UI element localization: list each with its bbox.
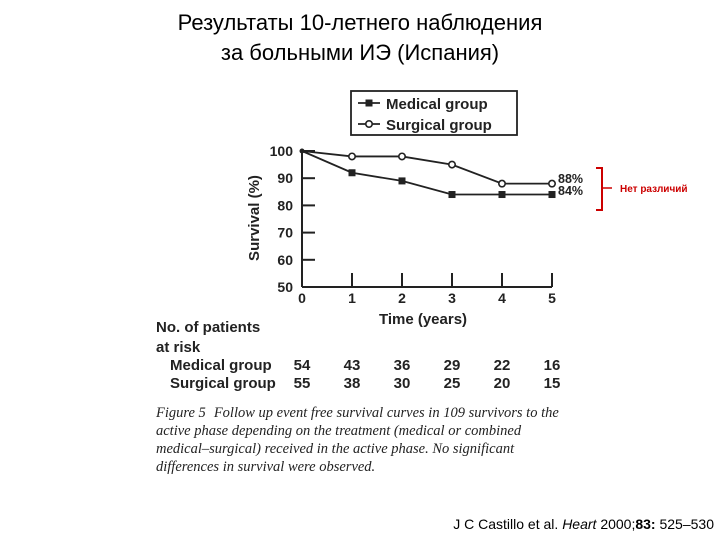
- start-point-marker: [299, 148, 305, 154]
- data-point-marker: [498, 191, 506, 199]
- risk-count: 30: [393, 375, 411, 392]
- data-point-marker: [447, 160, 456, 169]
- figure-number: Figure 5: [156, 405, 206, 421]
- risk-count: 54: [293, 357, 311, 374]
- risk-count: 20: [493, 375, 511, 392]
- legend-label: Surgical group: [386, 117, 492, 134]
- risk-row-label: Medical group: [170, 357, 272, 374]
- chart-plot-area: 84%88%: [299, 148, 583, 199]
- risk-count: 25: [443, 375, 461, 392]
- citation-authors: J C Castillo et al.: [453, 516, 559, 532]
- citation: J C Castillo et al. Heart 2000;83: 525–5…: [453, 516, 714, 532]
- series-end-label: 88%: [558, 172, 583, 186]
- y-tick-label: 70: [277, 225, 293, 241]
- data-point-marker: [365, 99, 373, 107]
- slide-title-line-1: Результаты 10-летнего наблюдения: [177, 10, 543, 35]
- slide-title-line-2: за больными ИЭ (Испания): [220, 40, 500, 65]
- y-tick-label: 90: [277, 170, 293, 186]
- x-tick-label: 4: [498, 290, 506, 306]
- data-point-marker: [397, 152, 406, 161]
- y-tick-label: 100: [270, 143, 294, 159]
- legend-label: Medical group: [386, 96, 488, 113]
- risk-row-label: Surgical group: [170, 375, 276, 392]
- series-line: [301, 150, 552, 196]
- chart-axes: 50 60 70 80 90 100 0 1 2 3 4 5 Time (years) Survival …: [246, 143, 556, 328]
- y-tick-label: 50: [277, 279, 293, 295]
- no-difference-annotation: Нет различий: [596, 167, 688, 211]
- citation-pages: 525–530: [659, 516, 714, 532]
- series-end-label: 84%: [558, 184, 583, 198]
- risk-heading-line-1: No. of patients: [156, 319, 261, 336]
- x-tick-label: 0: [298, 290, 306, 306]
- data-point-marker: [547, 179, 556, 188]
- x-tick-label: 1: [348, 290, 356, 306]
- x-tick-label: 2: [398, 290, 406, 306]
- data-point-marker: [347, 152, 356, 161]
- data-point-marker: [448, 191, 456, 199]
- x-axis-label: Time (years): [379, 311, 467, 328]
- data-point-marker: [364, 120, 373, 129]
- chart-legend: Medical group Surgical group: [350, 90, 518, 136]
- data-point-marker: [548, 191, 556, 199]
- risk-count: 55: [293, 375, 311, 392]
- risk-count: 15: [543, 375, 561, 392]
- citation-year: 2000;: [600, 516, 636, 532]
- citation-volume: 83:: [635, 516, 656, 532]
- risk-count: 16: [543, 357, 561, 374]
- x-tick-label: 5: [548, 290, 556, 306]
- annotation-label: Нет различий: [620, 184, 688, 195]
- risk-count: 36: [393, 357, 411, 374]
- data-point-marker: [497, 179, 506, 188]
- slide-title: Результаты 10-летнего наблюдения за боль…: [100, 8, 620, 68]
- series-line: [301, 150, 552, 185]
- risk-count: 38: [343, 375, 361, 392]
- legend-box: [350, 90, 518, 136]
- citation-journal: Heart: [562, 516, 597, 532]
- y-tick-label: 60: [277, 252, 293, 268]
- annotation-bracket: [596, 167, 603, 211]
- y-axis-label: Survival (%): [246, 175, 263, 261]
- x-tick-label: 3: [448, 290, 456, 306]
- y-tick-label: 80: [277, 197, 293, 213]
- data-point-marker: [398, 177, 406, 185]
- risk-heading-line-2: at risk: [156, 339, 201, 356]
- risk-count: 29: [443, 357, 461, 374]
- data-point-marker: [348, 169, 356, 177]
- figure-caption: Figure 5 Follow up event free survival cu…: [156, 404, 576, 476]
- caption-text: Follow up event free survival curves in …: [156, 405, 559, 475]
- risk-table-heading: No. of patients at risk: [156, 318, 260, 358]
- risk-count: 43: [343, 357, 361, 374]
- risk-count: 22: [493, 357, 511, 374]
